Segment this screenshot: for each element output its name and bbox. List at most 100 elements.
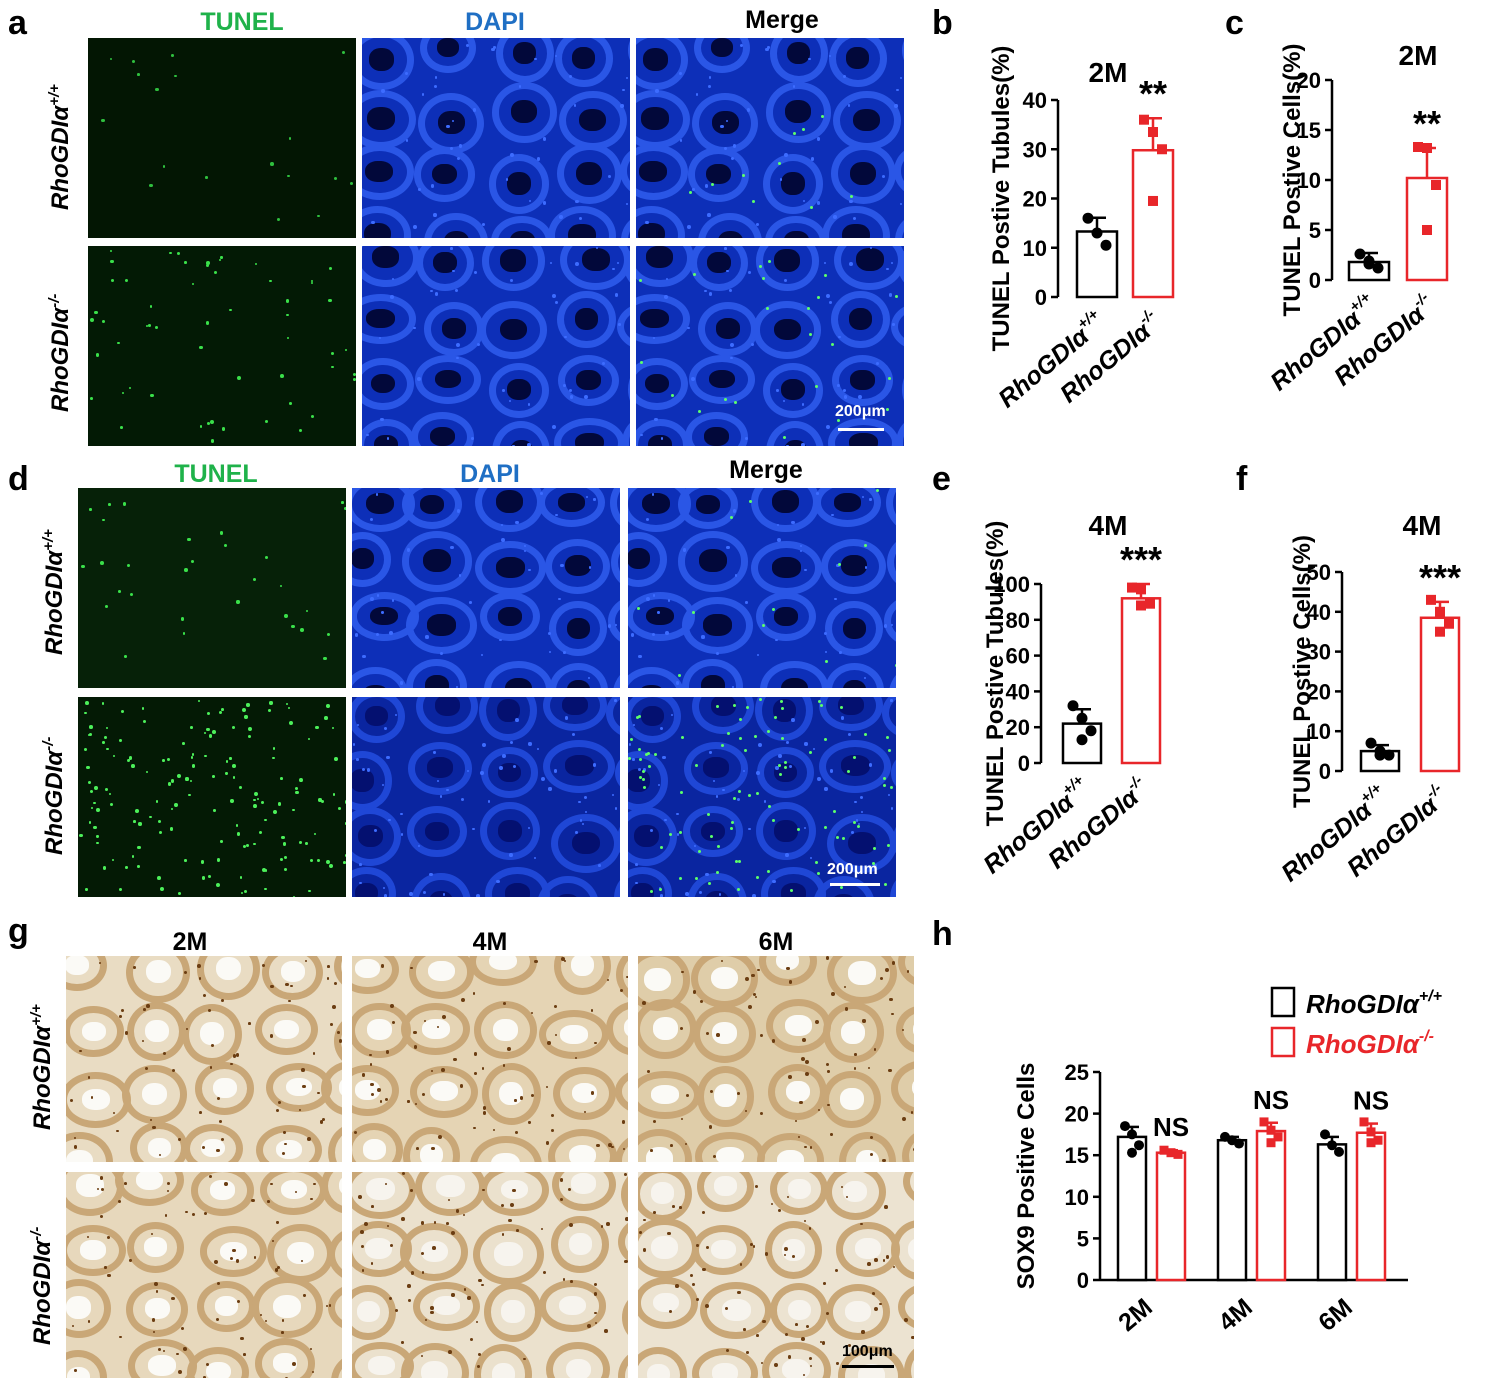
y-tick-label: 100 [993, 572, 1030, 597]
panel-label-f: f [1236, 460, 1248, 498]
data-point [1435, 606, 1445, 617]
data-point [1320, 1129, 1330, 1140]
data-point [1157, 144, 1167, 155]
data-point [1383, 749, 1395, 761]
row-label-wt-g: RhoGDIα+/+ [28, 1004, 56, 1130]
merge-image-ko [636, 246, 904, 446]
column-header-2m: 2M [172, 928, 208, 956]
y-tick-label: 15 [1297, 118, 1321, 143]
y-axis-label: TUNEL Postive Tubules(%) [988, 46, 1015, 352]
ihc-image-wt-2m [66, 956, 342, 1162]
x-tick-label: 6M [1313, 1293, 1358, 1337]
column-header-merge-d: Merge [729, 456, 803, 484]
significance-label: *** [1120, 539, 1162, 580]
panel-label-e: e [932, 460, 951, 498]
y-tick-label: 40 [1307, 600, 1331, 625]
y-tick-label: 0 [1035, 285, 1047, 310]
y-tick-label: 20 [1065, 1102, 1089, 1127]
chart-title: 4M [1403, 510, 1442, 541]
bar [1419, 616, 1461, 773]
column-header-6m: 6M [758, 928, 794, 956]
legend-swatch [1270, 1026, 1296, 1058]
row-label-ko-g: RhoGDIα-/- [28, 1226, 56, 1345]
dapi-image-ko [362, 246, 630, 446]
ihc-image-ko-2m [66, 1172, 342, 1378]
data-point [1372, 262, 1384, 274]
y-tick-label: 5 [1077, 1226, 1089, 1251]
data-point [1148, 127, 1158, 138]
scale-bar-label-a: 200μm [835, 403, 886, 420]
panel-label-d: d [8, 460, 29, 498]
row-label-wt-d: RhoGDIα+/+ [40, 529, 68, 655]
data-point [1435, 626, 1445, 637]
ihc-image-ko-6m [638, 1172, 914, 1378]
panel-label-a: a [8, 4, 27, 42]
panel-label-h: h [932, 915, 953, 953]
chart-title: 4M [1089, 510, 1128, 541]
data-point [1100, 239, 1112, 251]
data-point [1085, 725, 1097, 737]
significance-label: NS [1253, 1085, 1289, 1115]
data-point [1266, 1138, 1276, 1148]
legend-swatch [1270, 986, 1296, 1018]
data-point [1136, 600, 1146, 611]
bar [1255, 1129, 1287, 1282]
data-point [1444, 618, 1454, 629]
data-point [1091, 227, 1103, 239]
y-axis-label: TUNEL Postive Cells(%) [1289, 535, 1316, 808]
scale-bar-a [838, 428, 884, 431]
data-point [1354, 248, 1366, 260]
ihc-image-wt-4m [352, 956, 628, 1162]
data-point [1139, 114, 1149, 125]
column-header-merge: Merge [745, 6, 819, 34]
data-point [1422, 225, 1432, 235]
data-point [1365, 737, 1377, 749]
y-tick-label: 25 [1065, 1060, 1089, 1085]
significance-label: NS [1153, 1112, 1189, 1142]
row-label-ko-d: RhoGDIα-/- [40, 736, 68, 855]
y-tick-label: 15 [1065, 1143, 1089, 1168]
significance-label: ** [1139, 73, 1167, 114]
data-point [1166, 1148, 1176, 1158]
data-point [1273, 1132, 1283, 1142]
y-tick-label: 20 [1023, 187, 1047, 212]
y-tick-label: 60 [1006, 644, 1030, 669]
y-axis-label: TUNEL Postive Cells(%) [1279, 44, 1306, 317]
data-point [1082, 212, 1094, 224]
y-axis-label: TUNEL Postive Tubules(%) [982, 521, 1009, 827]
y-tick-label: 40 [1023, 88, 1047, 113]
bar [1075, 230, 1119, 299]
data-point [1422, 143, 1432, 153]
significance-label: NS [1353, 1086, 1389, 1116]
bar [1120, 597, 1162, 765]
data-point [1159, 1145, 1169, 1155]
y-tick-label: 20 [1297, 68, 1321, 93]
data-point [1136, 584, 1146, 595]
panel-label-b: b [932, 4, 953, 42]
data-point [1366, 1138, 1376, 1148]
y-tick-label: 10 [1307, 719, 1331, 744]
chart-h: 0 5 10 15 20 25 SOX9 Positive Cells NS 2M NS 4M NS 6… [1013, 986, 1442, 1337]
data-point [1266, 1125, 1276, 1135]
y-tick-label: 30 [1307, 640, 1331, 665]
scale-bar-g [842, 1365, 894, 1368]
data-point [1127, 582, 1137, 593]
data-point [1076, 712, 1088, 724]
data-point [1127, 1147, 1137, 1158]
dapi-image-wt-d [352, 488, 620, 688]
data-point [1259, 1117, 1269, 1127]
panel-label-c: c [1225, 4, 1244, 42]
y-tick-label: 40 [1006, 679, 1030, 704]
data-point [1426, 594, 1436, 605]
data-point [1234, 1138, 1244, 1149]
tunel-image-wt [88, 38, 356, 238]
legend-label: RhoGDIα-/- [1306, 1028, 1434, 1059]
data-point [1127, 1129, 1137, 1140]
y-tick-label: 80 [1006, 608, 1030, 633]
scale-bar-d [830, 883, 880, 886]
scale-bar-label-g: 100μm [842, 1343, 893, 1360]
row-label-ko: RhoGDIα-/- [46, 293, 74, 412]
significance-label: *** [1419, 557, 1461, 598]
